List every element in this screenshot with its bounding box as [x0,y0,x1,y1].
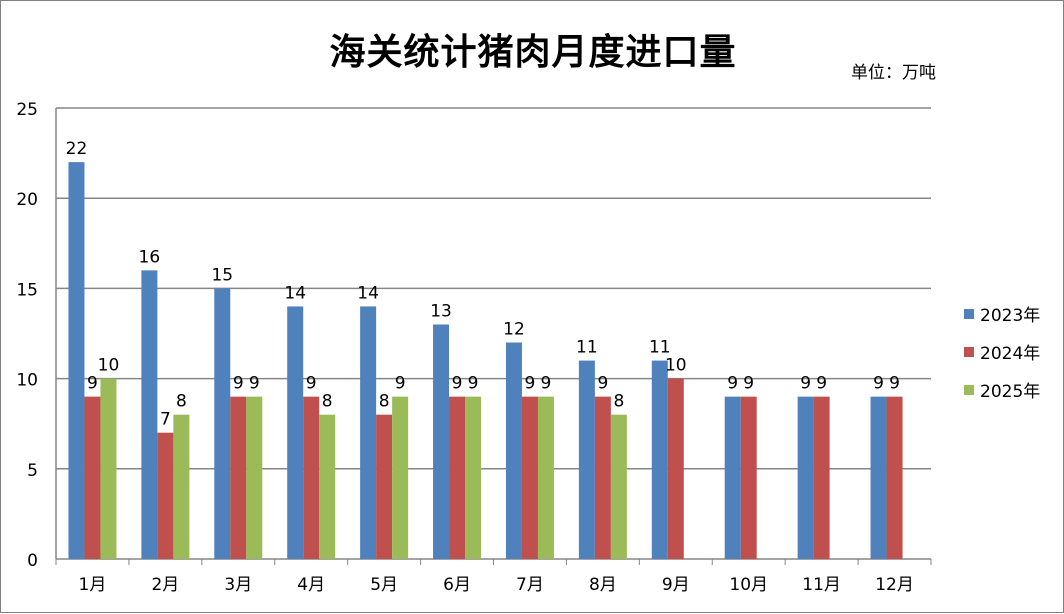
legend-item: 2023年 [964,301,1040,326]
y-tick-label: 10 [16,371,38,391]
bar [870,396,887,559]
bar [84,396,101,559]
data-label: 14 [357,283,379,303]
data-label: 7 [160,410,171,430]
data-label: 15 [211,265,233,285]
bar [246,396,263,559]
data-label: 9 [452,374,463,394]
data-label: 12 [503,320,525,340]
legend-label: 2023年 [980,306,1041,326]
data-label: 14 [284,283,306,303]
chart-title: 海关统计猪肉月度进口量 [329,32,737,73]
bar [521,396,538,559]
data-label: 9 [800,374,811,394]
bar [433,324,450,559]
bar [813,396,830,559]
y-tick-label: 15 [16,280,38,300]
legend-swatch [964,346,974,357]
bar [505,342,522,559]
data-label: 9 [468,374,479,394]
data-label: 9 [889,374,900,394]
unit-label: 单位：万吨 [851,63,936,83]
bar [214,288,231,559]
data-label: 9 [306,374,317,394]
y-tick-label: 5 [27,461,38,481]
x-tick-label: 9月 [662,575,690,595]
data-label: 8 [322,392,333,412]
bar [610,414,627,559]
data-label: 16 [139,247,161,267]
x-tick-label: 8月 [589,575,617,595]
bar [230,396,247,559]
bar [886,396,903,559]
y-tick-label: 0 [27,551,38,571]
x-tick-label: 1月 [79,575,107,595]
bar [141,270,158,559]
legend-label: 2024年 [980,344,1041,364]
bar [360,306,377,559]
data-label: 8 [176,392,187,412]
bar [157,432,174,559]
y-tick-label: 20 [16,190,38,210]
bar [68,162,85,559]
bar [376,414,393,559]
data-label: 10 [665,356,687,376]
x-tick-label: 7月 [516,575,544,595]
data-label: 11 [649,338,671,358]
data-label: 22 [66,139,88,159]
bar [465,396,482,559]
data-label: 10 [98,356,120,376]
data-label: 13 [430,301,452,321]
data-label: 9 [249,374,260,394]
bar [392,396,409,559]
data-label: 9 [395,374,406,394]
x-tick-label: 5月 [370,575,398,595]
legend-swatch [964,308,974,319]
data-label: 9 [597,374,608,394]
x-tick-label: 11月 [802,575,841,595]
bar [319,414,336,559]
bar [724,396,741,559]
bar [740,396,757,559]
data-label: 9 [233,374,244,394]
bar [578,360,595,559]
bar [449,396,466,559]
bar [594,396,611,559]
bar [667,378,684,559]
bar [287,306,304,559]
data-label: 9 [87,374,98,394]
legend-swatch [964,384,974,395]
x-tick-label: 6月 [443,575,471,595]
bar [100,378,117,559]
data-label: 11 [576,338,598,358]
x-tick-label: 2月 [151,575,179,595]
bar [797,396,814,559]
data-label: 9 [873,374,884,394]
y-tick-label: 25 [16,100,38,120]
x-tick-label: 10月 [729,575,768,595]
bar [303,396,320,559]
data-label: 8 [613,392,624,412]
legend-item: 2024年 [964,339,1040,364]
bar [173,414,190,559]
x-tick-label: 3月 [224,575,252,595]
data-label: 8 [379,392,390,412]
legend-item: 2025年 [964,377,1040,402]
bar [537,396,554,559]
data-label: 9 [816,374,827,394]
data-label: 9 [541,374,552,394]
data-label: 9 [525,374,536,394]
x-tick-label: 4月 [297,575,325,595]
legend-label: 2025年 [980,382,1041,402]
x-tick-label: 12月 [875,575,914,595]
bar [651,360,668,559]
data-label: 9 [727,374,738,394]
data-label: 9 [743,374,754,394]
